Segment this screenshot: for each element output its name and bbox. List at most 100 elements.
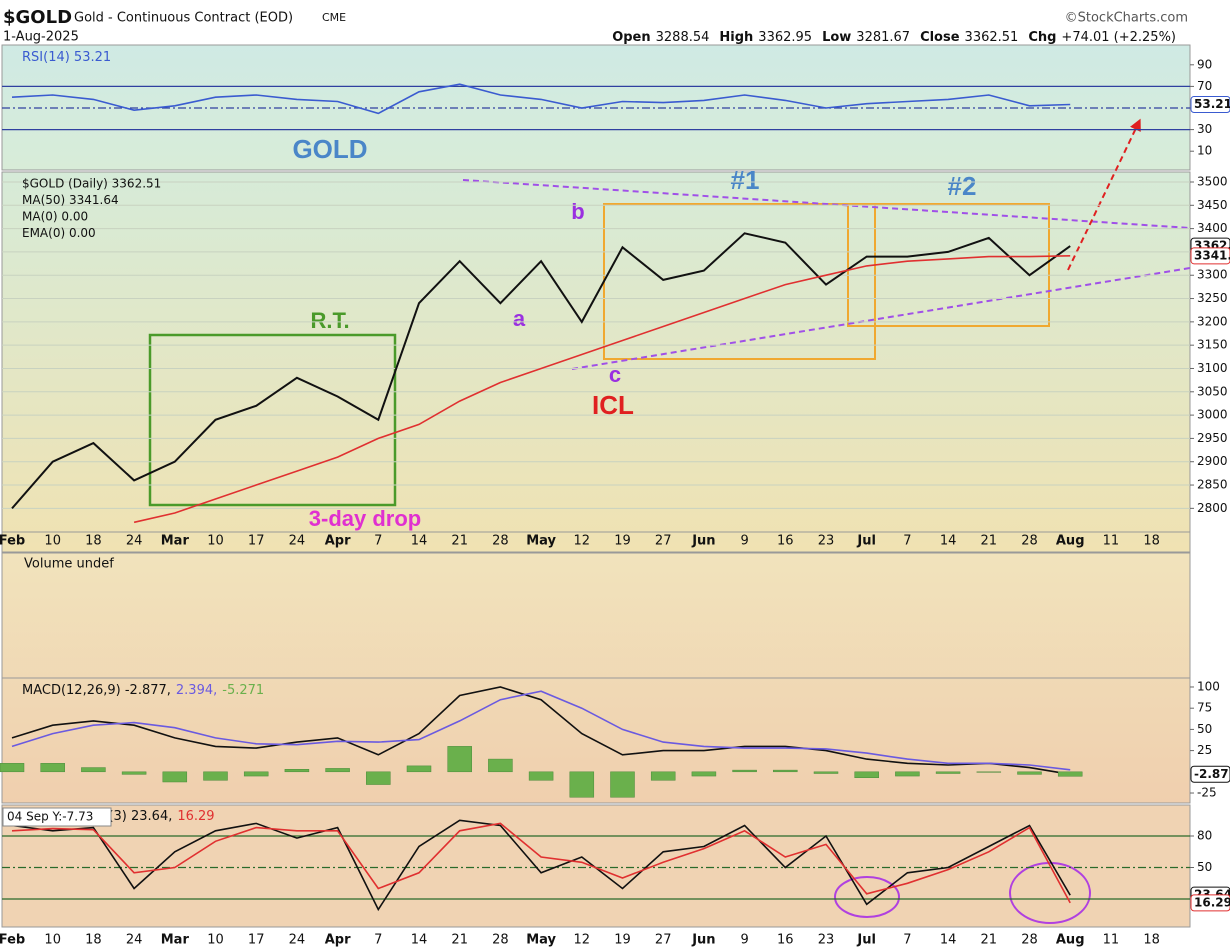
histogram-bar <box>0 763 25 773</box>
x-tick-label: 18 <box>1143 534 1160 549</box>
x-tick-label: 7 <box>374 933 382 948</box>
histogram-bar <box>162 771 188 783</box>
y-tick-label: 90 <box>1197 57 1212 71</box>
quote-value: 3362.95 <box>758 30 812 45</box>
x-tick-label: Apr <box>325 933 351 948</box>
x-tick-label: 10 <box>207 534 224 549</box>
histogram-bar <box>569 771 595 798</box>
series-line <box>11 822 1071 904</box>
x-tick-label: 21 <box>981 933 998 948</box>
x-tick-label: 11 <box>1103 534 1120 549</box>
x-tick-label: 28 <box>1021 933 1038 948</box>
y-tick-label: 50 <box>1197 860 1212 874</box>
y-tick-label: 25 <box>1197 743 1212 757</box>
y-tick-label: 30 <box>1197 122 1212 136</box>
x-tick-label: 10 <box>44 534 61 549</box>
quote-value: 3281.67 <box>856 30 910 45</box>
x-tick-label: 18 <box>85 534 102 549</box>
annotation: c <box>609 362 621 387</box>
x-tick-label: Jun <box>691 534 715 549</box>
value-tag: -2.877 <box>1194 767 1230 781</box>
y-tick-label: 70 <box>1197 79 1212 93</box>
x-tick-label: 28 <box>492 933 509 948</box>
histogram-bar <box>406 765 432 773</box>
histogram-bar <box>935 771 961 774</box>
quote-label: Close <box>920 30 960 45</box>
y-tick-label: 3400 <box>1197 221 1228 235</box>
circle-mark <box>1009 862 1091 924</box>
histogram-bar <box>366 771 391 785</box>
quote-value: 3288.54 <box>656 30 710 45</box>
histogram-bar <box>610 771 635 798</box>
quote-label: Chg <box>1028 30 1056 45</box>
legend-entry: -5.271 <box>222 683 264 698</box>
quote-label: Open <box>612 30 650 45</box>
y-tick-label: 75 <box>1197 701 1212 715</box>
y-tick-label: 2900 <box>1197 454 1228 468</box>
x-tick-label: Apr <box>325 534 351 549</box>
annotation: R.T. <box>310 308 349 333</box>
x-tick-label: 14 <box>940 933 957 948</box>
x-tick-label: 18 <box>85 933 102 948</box>
histogram-bar <box>773 769 798 773</box>
legend-entry: $GOLD (Daily) 3362.51 <box>22 177 161 191</box>
x-tick-label: Feb <box>0 933 25 948</box>
series-line <box>11 686 1071 776</box>
x-tick-label: 7 <box>903 534 911 549</box>
tooltip-box <box>2 807 112 827</box>
x-tick-label: 23 <box>818 534 835 549</box>
histogram-bar <box>488 758 513 773</box>
series-line <box>11 232 1071 510</box>
histogram-bar <box>121 771 147 775</box>
date: 1-Aug-2025 <box>3 30 79 45</box>
x-tick-label: 14 <box>411 933 428 948</box>
legend: MACD(12,26,9) -2.877, 2.394, -5.271 <box>22 683 264 698</box>
histogram-bar <box>1057 771 1083 777</box>
legend-entry: MACD(12,26,9) -2.877, <box>22 683 171 698</box>
histogram-bar <box>243 771 269 777</box>
projection-arrow <box>1067 118 1141 271</box>
annotation: #2 <box>948 171 977 201</box>
histogram-bar <box>854 771 879 778</box>
x-tick-label: Mar <box>161 933 190 948</box>
x-tick-label: 17 <box>248 933 265 948</box>
rt-box <box>148 333 397 507</box>
y-tick-label: 3300 <box>1197 268 1228 282</box>
x-tick-label: May <box>526 933 556 948</box>
y-tick-label: -25 <box>1197 786 1217 800</box>
price-panel <box>1 171 1191 553</box>
x-tick-label: 27 <box>655 933 672 948</box>
legend-entry: 2.394, <box>176 683 217 698</box>
value-tag-box <box>1190 96 1230 114</box>
x-tick-label: 7 <box>903 933 911 948</box>
y-tick-label: 3500 <box>1197 174 1228 188</box>
x-tick-label: 12 <box>574 933 591 948</box>
x-tick-label: 24 <box>126 933 143 948</box>
histogram-bar <box>976 771 1002 773</box>
y-tick-label: 50 <box>1197 722 1212 736</box>
x-tick-label: 21 <box>451 534 468 549</box>
y-tick-label: 2850 <box>1197 478 1228 492</box>
legend-entry: 16.29 <box>177 809 214 824</box>
exchange: CME <box>322 11 346 24</box>
value-tag: 3341.64 <box>1194 248 1230 262</box>
y-tick-label: 2950 <box>1197 431 1228 445</box>
x-tick-label: 12 <box>574 534 591 549</box>
x-tick-label: 7 <box>374 534 382 549</box>
series-line <box>11 819 1071 912</box>
series-line <box>11 690 1071 771</box>
watermark: ©StockCharts.com <box>1065 11 1188 26</box>
lower-trendline <box>571 267 1191 370</box>
quote-value: 3362.51 <box>965 30 1019 45</box>
y-tick-label: 3100 <box>1197 361 1228 375</box>
histogram-bar <box>691 771 717 777</box>
x-tick-label: 14 <box>411 534 428 549</box>
x-tick-label: 9 <box>740 534 748 549</box>
quote-value: +74.01 (+2.25%) <box>1061 30 1176 45</box>
value-tag-box <box>1190 765 1230 783</box>
annotation: #1 <box>731 165 760 195</box>
x-tick-label: 9 <box>740 933 748 948</box>
upper-trendline <box>462 179 1191 229</box>
x-tick-label: 24 <box>289 534 306 549</box>
